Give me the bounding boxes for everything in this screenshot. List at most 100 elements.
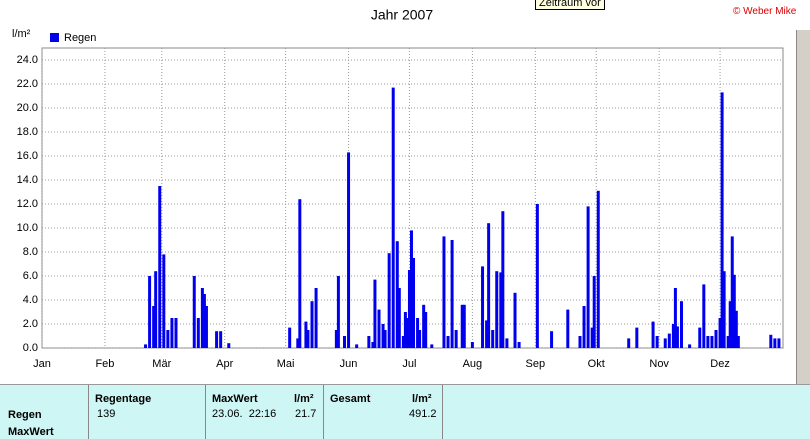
header: l/m²	[294, 393, 314, 405]
row-label: MaxWert	[8, 426, 54, 438]
bar	[582, 306, 586, 348]
legend-swatch	[50, 33, 59, 42]
value: 139	[97, 408, 116, 420]
bar	[499, 272, 503, 348]
bar	[219, 331, 223, 348]
bar	[152, 306, 156, 348]
bar	[720, 92, 724, 349]
bar	[304, 321, 308, 348]
bar	[298, 199, 302, 348]
bar	[288, 327, 292, 348]
x-tick-label: Jan	[33, 358, 51, 370]
bar	[377, 309, 381, 348]
bar	[673, 288, 677, 348]
summary-panel: Regentage MaxWert l/m² Gesamt l/m² Regen…	[0, 384, 810, 439]
bar	[310, 301, 314, 348]
bar	[675, 326, 679, 348]
bar	[655, 336, 659, 348]
bar	[651, 321, 655, 348]
y-tick-label: 10.0	[17, 222, 38, 234]
bar	[586, 206, 590, 348]
bar	[462, 304, 466, 348]
bar	[174, 318, 178, 348]
header: Regentage	[95, 393, 152, 405]
y-tick-label: 14.0	[17, 174, 38, 186]
separator	[205, 385, 206, 439]
bar	[166, 330, 170, 348]
bar	[501, 211, 505, 348]
bar	[342, 336, 346, 348]
bar	[578, 336, 582, 348]
bar	[710, 336, 714, 348]
x-tick-label: Mai	[277, 358, 295, 370]
bar	[412, 258, 416, 348]
separator	[323, 385, 324, 439]
bar	[395, 241, 399, 348]
value: 491.2	[409, 408, 437, 420]
header: l/m²	[412, 393, 432, 405]
scrollbar[interactable]	[796, 30, 810, 384]
bar	[158, 186, 162, 348]
x-tick-label: Dez	[710, 358, 730, 370]
bar	[202, 294, 206, 348]
bar	[671, 324, 675, 348]
bar	[397, 288, 401, 348]
bar	[373, 279, 377, 348]
y-axis-label: l/m²	[12, 28, 31, 40]
y-tick-label: 18.0	[17, 126, 38, 138]
bar	[769, 334, 773, 348]
bar	[347, 152, 351, 348]
value: 23.06. 22:16	[212, 408, 277, 420]
bar	[196, 318, 200, 348]
bar	[450, 240, 454, 348]
bar	[736, 336, 740, 348]
bar	[391, 87, 395, 348]
bar	[446, 336, 450, 348]
copyright: © Weber Mike	[733, 6, 797, 17]
bar	[592, 276, 596, 348]
bar	[170, 318, 174, 348]
bar	[454, 330, 458, 348]
bar	[162, 254, 166, 348]
bar	[714, 330, 718, 348]
bar	[513, 292, 517, 348]
separator	[442, 385, 443, 439]
bar	[667, 333, 671, 348]
y-tick-label: 12.0	[17, 198, 38, 210]
bar	[401, 336, 405, 348]
x-tick-label: Sep	[526, 358, 546, 370]
bar	[296, 338, 300, 348]
bar	[381, 324, 385, 348]
value: 21.7	[295, 408, 317, 420]
bar	[355, 344, 359, 348]
bar	[505, 338, 509, 348]
bar	[367, 336, 371, 348]
bar	[535, 204, 539, 348]
y-tick-label: 6.0	[23, 270, 38, 282]
bar	[773, 338, 777, 348]
bar	[722, 271, 726, 348]
y-tick-label: 4.0	[23, 294, 38, 306]
y-tick-label: 0.0	[23, 342, 38, 354]
bar	[698, 327, 702, 348]
y-tick-label: 8.0	[23, 246, 38, 258]
bar	[517, 342, 521, 348]
bar	[566, 309, 570, 348]
bar	[728, 301, 732, 348]
bar	[144, 344, 148, 348]
bar	[550, 331, 554, 348]
y-tick-label: 24.0	[17, 54, 38, 66]
bar	[215, 331, 219, 348]
bar	[726, 336, 730, 348]
x-tick-label: Nov	[649, 358, 669, 370]
x-tick-label: Apr	[216, 358, 233, 370]
tooltip: Zeitraum vor	[535, 0, 605, 10]
bar	[334, 330, 338, 348]
chart: Jahr 2007 l/m² Regen 0.0 2.0 4.0 6.0 8.0 10.0…	[12, 7, 784, 370]
row-label: Regen	[8, 409, 42, 421]
bar	[706, 336, 710, 348]
chart-title: Jahr 2007	[371, 7, 433, 23]
y-tick-label: 20.0	[17, 102, 38, 114]
bar	[403, 312, 407, 348]
